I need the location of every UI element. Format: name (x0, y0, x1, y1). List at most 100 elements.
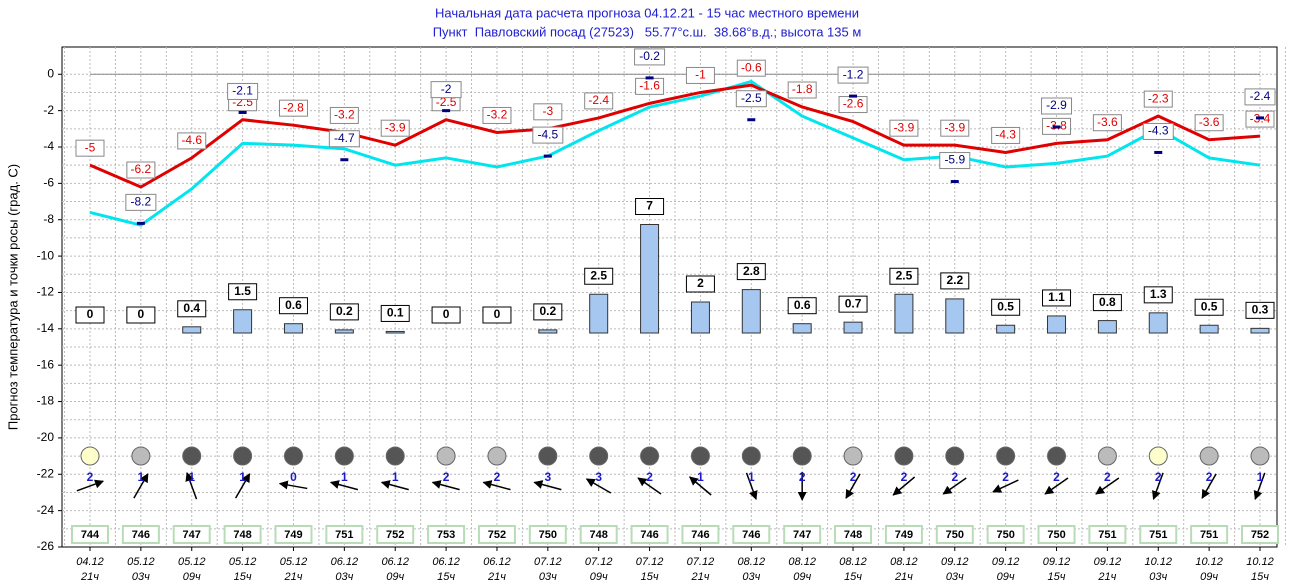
y-tick-label: -18 (37, 394, 55, 408)
temp-label: -0.6 (741, 60, 762, 74)
extreme-marker (442, 109, 451, 113)
extreme-label: -4.3 (1148, 124, 1169, 138)
pressure-value: 747 (793, 529, 811, 541)
precip-label: 7 (635, 198, 665, 215)
precip-label: 0.7 (838, 295, 868, 313)
wind-arrow (585, 478, 612, 494)
x-tick-date: 05.12 (178, 556, 206, 568)
precip-label: 0.1 (380, 304, 410, 322)
wind-arrow (1253, 472, 1266, 501)
label-box (125, 193, 157, 211)
pressure-value: 751 (1098, 529, 1116, 541)
x-tick-hour: 09ч (997, 571, 1015, 583)
label-box (1092, 294, 1122, 312)
cloud-cover (334, 446, 354, 466)
pressure-value: 746 (640, 529, 658, 541)
wind-speed: 2 (799, 470, 806, 484)
cloud-cover (538, 446, 558, 466)
label-box (991, 298, 1021, 316)
temp-label: -3.6 (1097, 115, 1118, 129)
precip-value: 1.5 (234, 284, 251, 298)
precip-bar (1250, 327, 1270, 334)
wind-speed: 1 (1257, 470, 1264, 484)
label-box (584, 267, 614, 285)
label-box (991, 126, 1021, 144)
extreme-marker (1154, 150, 1163, 154)
x-tick-hour: 09ч (793, 571, 811, 583)
temp-label: -4.3 (995, 128, 1016, 142)
label-box (75, 139, 105, 157)
label-box (736, 59, 766, 77)
pressure-box (732, 525, 771, 544)
x-tick-hour: 15ч (437, 571, 455, 583)
wind-arrow (329, 480, 359, 491)
wind-arrow (1201, 473, 1217, 499)
label-box (482, 306, 512, 324)
precip-bar (385, 330, 405, 334)
temp-label: -2.4 (588, 93, 609, 107)
x-tick-hour: 09ч (1200, 571, 1218, 583)
pressure-box (1139, 525, 1178, 544)
x-tick-hour: 09ч (590, 571, 608, 583)
x-tick-date: 06.12 (483, 556, 511, 568)
precip-value: 0 (443, 307, 450, 321)
extreme-marker (1256, 116, 1264, 120)
label-box (1194, 298, 1224, 316)
y-tick-label: -12 (37, 285, 55, 299)
extreme-marker (747, 118, 756, 122)
label-box (482, 106, 512, 124)
pressure-box (1241, 525, 1279, 544)
x-tick-hour: 15ч (1048, 571, 1066, 583)
cloud-cover (945, 446, 965, 466)
label-box (380, 304, 410, 322)
cloud-cover (182, 446, 202, 466)
x-tick-hour: 21ч (690, 571, 709, 583)
precip-value: 2.5 (896, 268, 913, 282)
x-tick-hour: 03ч (539, 571, 557, 583)
x-tick-hour: 15ч (641, 571, 659, 583)
pressure-box (986, 525, 1025, 544)
label-box (533, 303, 563, 321)
precip-value: 1.1 (1048, 290, 1065, 304)
temp-label: -1 (695, 68, 706, 82)
pressure-box (172, 525, 211, 544)
wind-speed: 2 (901, 470, 908, 484)
temp-label: -1.6 (639, 79, 660, 93)
cloud-cover (80, 446, 100, 466)
x-tick-date: 08.12 (839, 556, 867, 568)
wind-speed: 2 (87, 470, 94, 484)
pressure-value: 751 (1149, 529, 1167, 541)
label-box (1194, 114, 1224, 132)
label-box (939, 152, 971, 170)
precip-label: 2.5 (584, 267, 614, 285)
cloud-cover (1047, 446, 1067, 466)
extreme-marker (340, 158, 349, 162)
extreme-marker (950, 180, 959, 184)
pressure-box (681, 525, 720, 544)
label-box (1142, 122, 1174, 140)
precip-label: 0.6 (278, 297, 308, 315)
label-box (177, 300, 207, 318)
pressure-value: 748 (233, 529, 251, 541)
pressure-box (630, 525, 669, 544)
temp-label: -3.6 (1199, 115, 1220, 129)
precip-value: 2 (697, 276, 704, 290)
wind-speed: 2 (494, 470, 501, 484)
pressure-box (528, 525, 567, 544)
extreme-marker (645, 76, 654, 80)
wind-speed: 2 (850, 470, 857, 484)
precip-bar (1097, 320, 1117, 334)
label-box (584, 92, 614, 110)
wind-arrow (745, 472, 758, 501)
x-tick-date: 09.12 (941, 556, 969, 568)
y-tick-label: -8 (43, 212, 54, 226)
wind-arrow (482, 480, 511, 491)
wind-arrow (1152, 472, 1164, 501)
label-box (227, 82, 259, 100)
x-tick-date: 08.12 (738, 556, 766, 568)
precip-bar (233, 309, 253, 334)
precip-label: 1.1 (1042, 289, 1072, 307)
y-tick-label: -2 (43, 103, 54, 117)
precip-label: 2 (685, 275, 715, 293)
wind-speed: 2 (1053, 470, 1060, 484)
